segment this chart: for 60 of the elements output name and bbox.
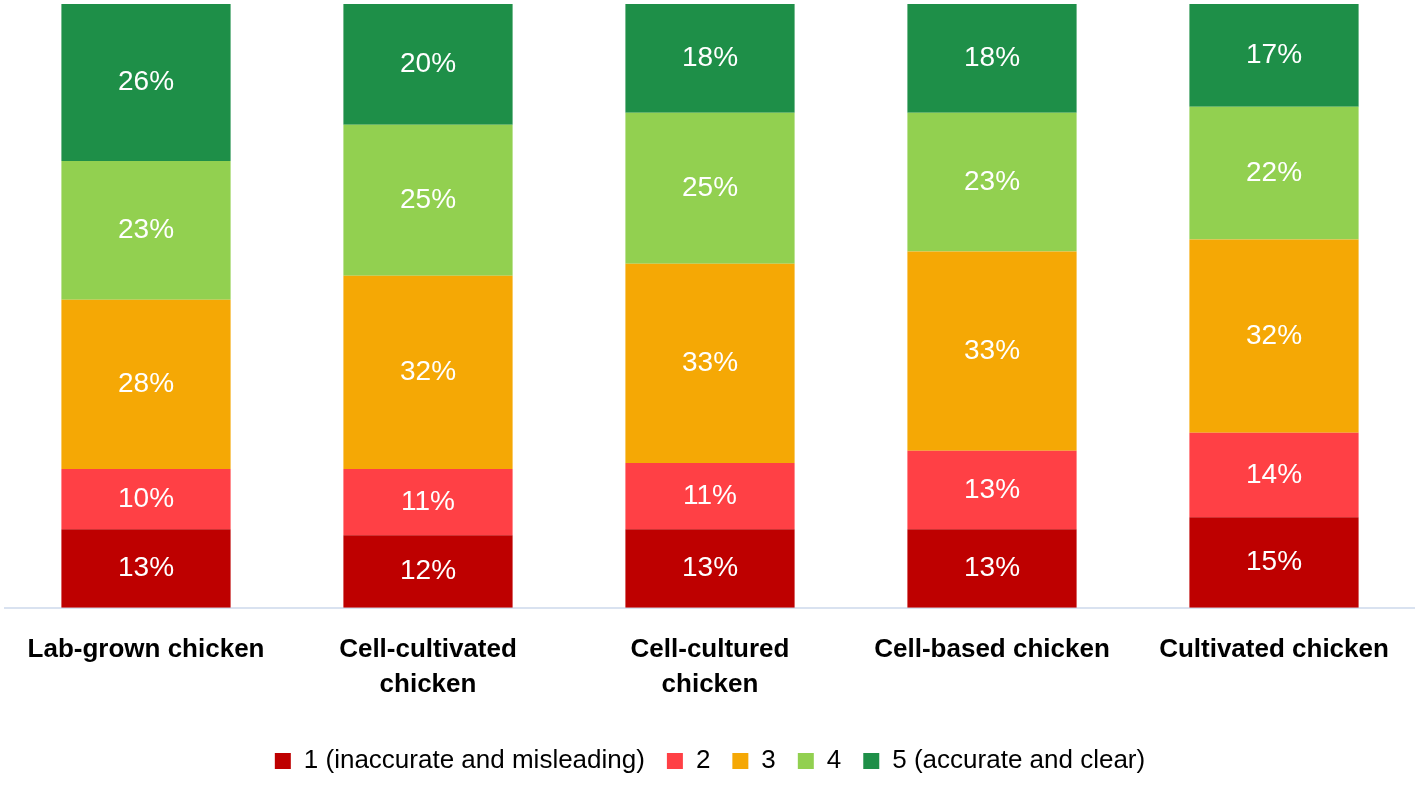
bar: [625, 4, 795, 113]
bar: [907, 112, 1077, 252]
bar: [1189, 239, 1359, 433]
bar: [61, 4, 231, 161]
data-label: 32%: [399, 355, 457, 387]
data-label: 13%: [963, 551, 1021, 583]
bar: [343, 124, 513, 276]
bar: [343, 468, 513, 536]
bar: [907, 4, 1077, 113]
bar: [61, 529, 231, 608]
data-label: 33%: [681, 345, 739, 377]
data-label: 14%: [1245, 457, 1303, 489]
bar: [625, 462, 795, 530]
data-label: 26%: [117, 65, 175, 97]
bar: [343, 535, 513, 608]
bar: [61, 468, 231, 530]
legend-label: 4: [826, 744, 842, 775]
data-label: 33%: [963, 333, 1021, 365]
data-label: 23%: [117, 213, 175, 245]
bar: [61, 160, 231, 300]
x-tick-label: Cell-cultivated chicken: [339, 632, 517, 698]
bar: [343, 275, 513, 469]
bar: [625, 263, 795, 463]
x-tick-label: Lab-grown chicken: [27, 632, 265, 663]
data-label: 20%: [399, 47, 457, 79]
data-label: 25%: [681, 170, 739, 202]
data-label: 13%: [963, 472, 1021, 504]
legend-label: 3: [761, 744, 776, 775]
data-label: 13%: [681, 551, 739, 583]
data-label: 28%: [117, 367, 175, 399]
data-label: 11%: [401, 484, 455, 516]
bar: [1189, 517, 1359, 608]
bar: [907, 450, 1077, 530]
legend-label: 1 (inaccurate and misleading): [303, 744, 645, 775]
legend-label: 2: [695, 744, 711, 775]
bar: [61, 299, 231, 469]
data-label: 10%: [117, 481, 175, 513]
bar: [907, 529, 1077, 608]
x-tick-label: Cell-cultured chicken: [630, 632, 790, 698]
bar: [625, 529, 795, 608]
data-label: 13%: [117, 551, 175, 583]
legend-label: 5 (accurate and clear): [892, 744, 1146, 775]
bar: [1189, 4, 1359, 107]
data-label: 22%: [1245, 155, 1303, 187]
data-label: 15%: [1245, 545, 1303, 577]
bar: [625, 112, 795, 264]
data-label: 25%: [399, 182, 457, 214]
bar: [1189, 106, 1359, 240]
data-label: 23%: [963, 164, 1021, 196]
data-label: 32%: [1245, 318, 1303, 350]
bar: [907, 251, 1077, 451]
bar: [343, 4, 513, 125]
bar: [1189, 432, 1359, 518]
data-label: 11%: [683, 478, 737, 510]
data-label: 18%: [681, 41, 739, 73]
data-label: 17%: [1245, 38, 1303, 70]
data-label: 12%: [399, 554, 457, 586]
x-tick-label: Cultivated chicken: [1159, 632, 1389, 663]
data-label: 18%: [963, 41, 1021, 73]
x-tick-label: Cell-based chicken: [874, 632, 1110, 663]
